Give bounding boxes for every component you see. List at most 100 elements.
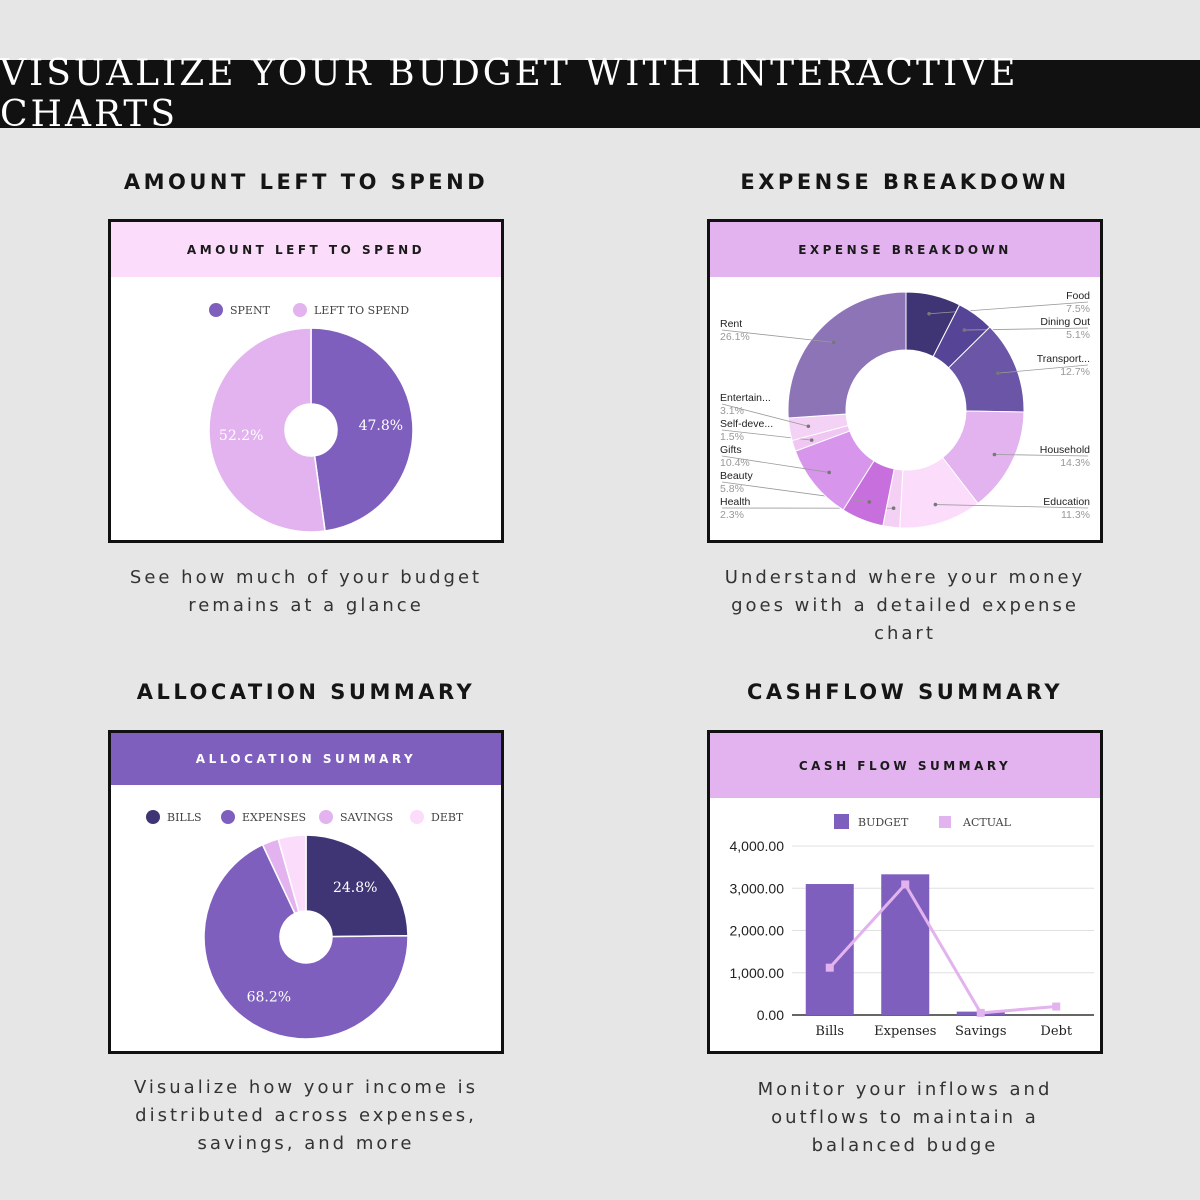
slice-value-household: 14.3%	[1060, 457, 1090, 469]
card-header: AMOUNT LEFT TO SPEND	[111, 222, 501, 277]
leader-dot-health	[891, 506, 896, 511]
legend-marker-savings	[319, 810, 333, 824]
caption-amount-left: See how much of your budget remains at a…	[96, 564, 516, 620]
leader-line-transport	[997, 364, 1089, 374]
slice-value-education: 11.3%	[1061, 509, 1090, 521]
pie-slice-left-to-spend	[208, 327, 326, 533]
card-title: ALLOCATION SUMMARY	[195, 752, 417, 766]
slice-value-self-deve: 1.5%	[720, 431, 744, 443]
pie-slice-expenses	[203, 843, 409, 1040]
y-tick-label: 4,000.00	[730, 838, 785, 854]
y-tick-label: 0.00	[757, 1007, 784, 1023]
actual-point-savings	[976, 1008, 985, 1017]
bar-expenses	[881, 874, 930, 1015]
caption-line: See how much of your budget	[129, 567, 483, 588]
caption-line: chart	[874, 623, 936, 644]
page-banner: VISUALIZE YOUR BUDGET WITH INTERACTIVE C…	[0, 53, 1200, 135]
slice-value-beauty: 5.8%	[720, 483, 744, 495]
data-label-expenses: 68.2%	[247, 989, 291, 1005]
chart-card-allocation-summary[interactable]: ALLOCATION SUMMARY 24.8% 68.2% BILLS EXPENS…	[108, 730, 504, 1054]
bar-line-chart-cashflow[interactable]: BUDGET ACTUAL 0.00 1,000.00 2,000.00 3,000.00…	[710, 798, 1100, 1051]
actual-point-debt	[1052, 1002, 1061, 1011]
x-tick-label-bills: Bills	[815, 1024, 844, 1039]
leader-dot-gifts	[827, 470, 831, 475]
slice-label-entertain: Entertain...	[720, 392, 771, 404]
caption-line: distributed across expenses,	[135, 1105, 477, 1126]
actual-point-expenses	[901, 880, 910, 889]
section-title-cashflow-summary: CASHFLOW SUMMARY	[746, 680, 1064, 704]
leader-dot-food	[927, 311, 931, 316]
legend-label-expenses: EXPENSES	[242, 811, 306, 824]
leader-line-dining-out	[964, 327, 1089, 331]
y-tick-label: 3,000.00	[730, 880, 785, 896]
slice-value-food: 7.5%	[1066, 303, 1090, 315]
caption-line: goes with a detailed expense	[731, 595, 1079, 616]
slice-label-health: Health	[720, 496, 751, 508]
slice-label-gifts: Gifts	[720, 444, 742, 456]
chart-card-cashflow-summary[interactable]: CASH FLOW SUMMARY BUDGET ACTUAL 0.00 1,000.…	[707, 730, 1103, 1054]
caption-line: Monitor your inflows and	[757, 1079, 1053, 1100]
legend-label-actual: ACTUAL	[962, 816, 1012, 829]
pie-slice-spent	[310, 327, 414, 532]
card-header: EXPENSE BREAKDOWN	[710, 222, 1100, 277]
legend-marker-actual	[939, 816, 951, 828]
data-label-spent: 47.8%	[359, 418, 403, 434]
leader-line-entertain	[721, 403, 809, 427]
slice-label-transport: Transport...	[1037, 353, 1090, 365]
caption-line: outflows to maintain a	[771, 1107, 1039, 1128]
card-title: EXPENSE BREAKDOWN	[798, 242, 1012, 257]
legend-label-debt: DEBT	[431, 811, 464, 824]
caption-cashflow-summary: Monitor your inflows and outflows to mai…	[695, 1076, 1115, 1160]
leader-dot-dining-out	[962, 328, 967, 332]
actual-line	[828, 881, 1057, 1015]
x-tick-label-expenses: Expenses	[874, 1024, 936, 1039]
slice-label-rent: Rent	[720, 318, 742, 330]
legend-label-left-to-spend: LEFT TO SPEND	[314, 304, 409, 317]
y-tick-label: 2,000.00	[730, 923, 785, 939]
slice-label-beauty: Beauty	[720, 470, 753, 482]
data-label-bills: 24.8%	[333, 880, 377, 896]
card-header: CASH FLOW SUMMARY	[710, 733, 1100, 798]
chart-card-amount-left[interactable]: AMOUNT LEFT TO SPEND 47.8% 52.2% SPENT LEFT…	[108, 219, 504, 543]
slice-value-gifts: 10.4%	[720, 457, 750, 469]
slice-value-dining-out: 5.1%	[1066, 329, 1090, 341]
pie-slice-debt	[277, 834, 307, 913]
legend-label-budget: BUDGET	[858, 816, 909, 829]
caption-line: balanced budge	[811, 1135, 999, 1156]
legend-marker-bills	[146, 810, 160, 824]
leader-dot-education	[933, 502, 938, 507]
chart-card-expense-breakdown[interactable]: EXPENSE BREAKDOWN Food 7.5% Dining Out 5.1%…	[707, 219, 1103, 543]
data-label-left-to-spend: 52.2%	[219, 428, 263, 444]
legend-label-bills: BILLS	[167, 811, 202, 824]
slice-label-self-deve: Self-deve...	[720, 418, 773, 430]
leader-line-rent	[721, 329, 834, 343]
leader-dot-beauty	[867, 500, 872, 504]
y-tick-label: 1,000.00	[730, 965, 785, 981]
legend-label-spent: SPENT	[230, 304, 271, 317]
caption-line: savings, and more	[197, 1133, 415, 1154]
slice-label-household: Household	[1040, 444, 1090, 456]
leader-dot-self-deve	[809, 438, 814, 442]
donut-slice-rent	[787, 291, 907, 419]
slice-label-education: Education	[1043, 496, 1090, 508]
pie-chart-allocation-summary[interactable]: 24.8% 68.2% BILLS EXPENSES SAVINGS DEBT	[111, 785, 501, 1051]
section-title-amount-left: AMOUNT LEFT TO SPEND	[123, 170, 489, 194]
x-tick-label-debt: Debt	[1040, 1024, 1072, 1039]
leader-dot-rent	[831, 340, 836, 345]
section-title-allocation-summary: ALLOCATION SUMMARY	[136, 680, 476, 704]
section-title-expense-breakdown: EXPENSE BREAKDOWN	[740, 170, 1070, 194]
slice-label-dining-out: Dining Out	[1040, 316, 1090, 328]
slice-value-entertain: 3.1%	[720, 405, 744, 417]
leader-line-education	[935, 504, 1089, 509]
leader-dot-household	[992, 452, 997, 457]
pie-slice-bills	[305, 834, 409, 938]
legend-label-savings: SAVINGS	[340, 811, 393, 824]
leader-line-household	[994, 454, 1089, 457]
slice-value-rent: 26.1%	[720, 331, 750, 343]
pie-chart-amount-left[interactable]: 47.8% 52.2% SPENT LEFT TO SPEND	[111, 277, 501, 540]
caption-expense-breakdown: Understand where your money goes with a …	[695, 564, 1115, 648]
legend-marker-spent	[209, 303, 223, 317]
slice-value-transport: 12.7%	[1060, 366, 1090, 378]
leader-line-gifts	[721, 455, 830, 473]
